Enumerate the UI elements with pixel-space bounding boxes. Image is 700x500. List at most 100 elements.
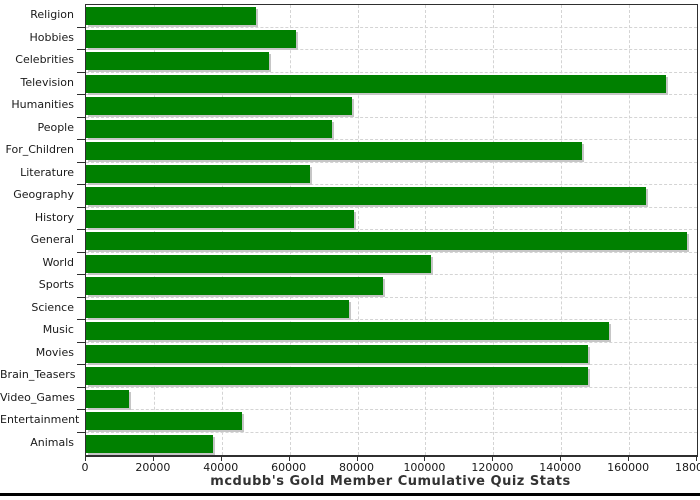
category-label: Brain_Teasers <box>0 368 76 381</box>
bar-movies <box>86 344 589 363</box>
bar-row <box>86 253 697 275</box>
category-label: Sports <box>38 278 74 291</box>
bar-humanities <box>86 97 353 115</box>
x-axis-tick-label: 140000 <box>539 461 582 474</box>
x-axis-tick-label: 40000 <box>203 461 239 474</box>
bar-entertainment <box>86 412 243 430</box>
bar-literature <box>86 164 311 183</box>
y-axis-tick <box>77 274 85 275</box>
bar-row <box>86 140 697 163</box>
bar-row <box>86 343 697 365</box>
x-axis-tick-label: 180000 <box>675 461 700 474</box>
category-label: Video_Games <box>0 390 75 404</box>
vertical-gridline <box>629 5 631 455</box>
bar-for_children <box>86 142 582 160</box>
vertical-gridline <box>561 5 563 455</box>
x-axis-tick <box>220 457 222 461</box>
category-label: Animals <box>30 435 74 449</box>
bar-music <box>86 322 609 340</box>
y-axis-tick <box>77 364 85 365</box>
category-label: Movies <box>35 345 74 359</box>
bar-history <box>86 209 355 228</box>
bar-row <box>86 5 697 28</box>
bar-row <box>86 50 697 73</box>
category-label: Hobbies <box>29 30 74 44</box>
y-axis-tick <box>77 206 85 208</box>
x-axis-tick <box>560 457 562 461</box>
bar-row <box>86 118 697 140</box>
chart-title: mcdubb's Gold Member Cumulative Quiz Sta… <box>210 474 571 489</box>
bar-world <box>86 254 431 273</box>
bar-general <box>86 232 687 250</box>
bar-row <box>86 73 697 95</box>
bottom-border-strip <box>0 493 700 496</box>
category-label: Literature <box>20 165 74 179</box>
x-axis-tick <box>492 457 494 461</box>
x-axis-tick-label: 20000 <box>135 461 171 474</box>
bar-row <box>86 230 697 253</box>
x-axis-tick <box>356 457 358 461</box>
category-label: People <box>37 120 74 134</box>
bar-row <box>86 433 697 456</box>
bar-hobbies <box>86 29 297 48</box>
x-axis-tick-label: 120000 <box>471 461 514 474</box>
bar-row <box>86 388 697 410</box>
y-axis-tick <box>77 229 85 230</box>
vertical-gridline <box>153 5 155 455</box>
y-axis-tick <box>77 296 85 298</box>
category-label: Science <box>31 300 74 314</box>
x-axis-tick-label: 160000 <box>607 461 650 474</box>
bar-row <box>86 320 697 343</box>
y-axis-tick <box>77 71 85 73</box>
bar-row <box>86 208 697 230</box>
y-axis-tick <box>77 319 85 320</box>
bar-brain_teasers <box>86 367 589 385</box>
bar-row <box>86 275 697 298</box>
bar-sports <box>86 277 383 295</box>
vertical-gridline <box>221 5 223 455</box>
y-axis-tick <box>77 161 85 163</box>
bar-video_games <box>86 389 130 408</box>
plot-area <box>85 4 698 457</box>
bar-row <box>86 163 697 185</box>
bar-people <box>86 119 333 138</box>
bar-row <box>86 95 697 118</box>
category-label: History <box>34 210 74 224</box>
bar-row <box>86 365 697 388</box>
y-axis-tick <box>77 49 85 50</box>
x-axis-tick <box>628 457 630 461</box>
bar-row <box>86 298 697 320</box>
bar-science <box>86 299 350 318</box>
bar-celebrities <box>86 52 270 70</box>
category-label: Geography <box>13 188 74 201</box>
bar-religion <box>86 7 256 25</box>
bar-row <box>86 28 697 50</box>
y-axis-tick <box>77 386 85 388</box>
category-label: World <box>42 255 74 269</box>
x-axis-tick <box>424 457 426 461</box>
category-label: Entertainment <box>0 413 80 426</box>
vertical-gridline <box>289 5 291 455</box>
x-axis-tick <box>696 457 697 461</box>
y-axis-tick <box>77 94 85 95</box>
bar-animals <box>86 434 214 453</box>
y-axis-tick <box>77 139 85 140</box>
x-axis-tick <box>288 457 290 461</box>
y-axis-tick <box>77 341 85 343</box>
category-label: Religion <box>30 8 74 21</box>
vertical-gridline <box>425 5 427 455</box>
category-label: Music <box>42 323 74 336</box>
y-axis-tick <box>77 251 85 253</box>
y-axis-tick <box>77 431 85 433</box>
y-axis-tick <box>77 26 85 28</box>
category-label: For_Children <box>5 143 74 156</box>
x-axis-tick <box>85 457 86 461</box>
category-label: Television <box>20 75 75 89</box>
y-axis-tick <box>77 409 85 410</box>
bar-row <box>86 410 697 433</box>
y-axis-tick <box>77 116 85 118</box>
x-axis-tick-label: 80000 <box>339 461 375 474</box>
x-axis-tick-label: 100000 <box>403 461 446 474</box>
category-label: Humanities <box>11 98 74 111</box>
